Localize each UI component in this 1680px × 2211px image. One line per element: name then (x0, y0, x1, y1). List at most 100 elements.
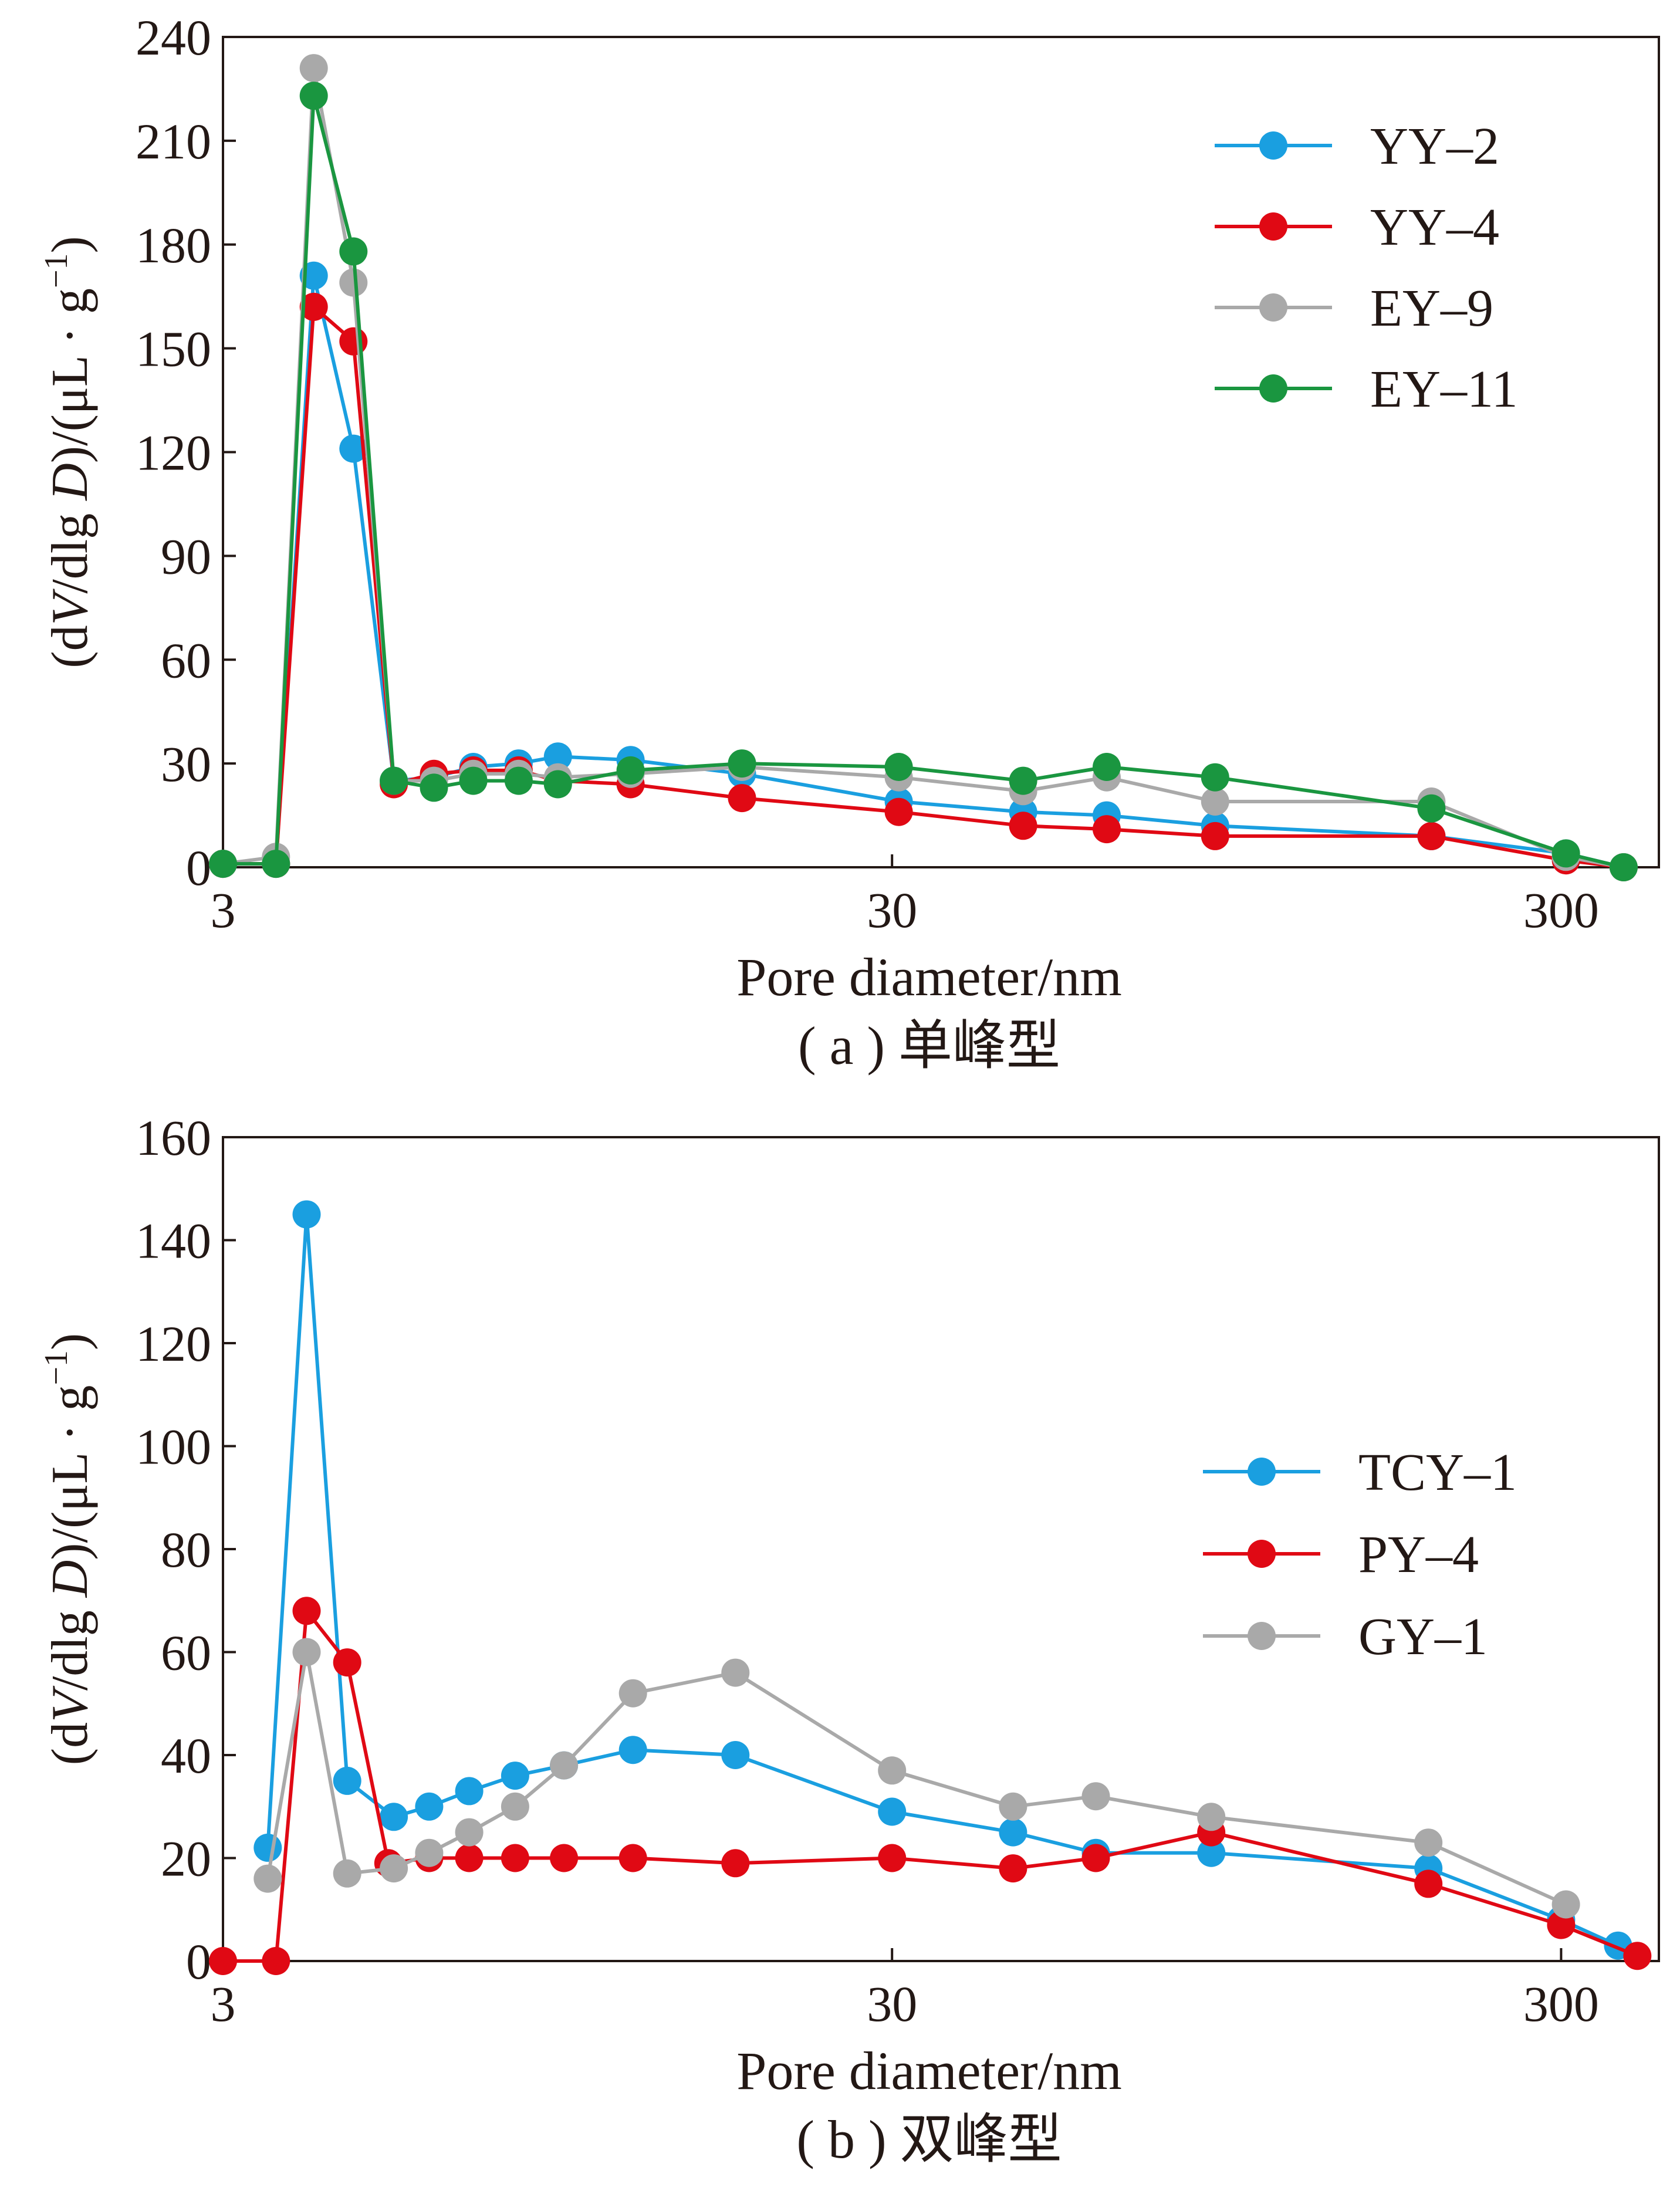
data-point-b-0-3 (380, 1803, 408, 1831)
data-point-a-3-7 (504, 766, 533, 795)
data-point-a-3-1 (262, 850, 290, 878)
data-point-a-3-10 (728, 749, 756, 778)
panel-caption-a: ( a ) 单峰型 (798, 1016, 1060, 1076)
data-point-b-2-13 (1197, 1803, 1226, 1831)
x-axis-label-a: Pore diameter/nm (736, 947, 1122, 1007)
series-line-b-2 (266, 1650, 1567, 1906)
data-point-a-1-3 (339, 327, 368, 356)
data-point-a-3-6 (459, 766, 488, 795)
y-tick-label-b-4: 80 (161, 1522, 211, 1578)
panel-b-chart: 0 20 40 60 80 100 120 140 160 3 30 300 Pore diameter… (38, 1110, 1660, 2169)
data-point-b-0-5 (455, 1777, 484, 1806)
y-tick-label-a-8: 240 (136, 9, 211, 66)
y-tick-label-b-6: 120 (136, 1316, 211, 1372)
data-point-b-0-2 (333, 1766, 361, 1795)
data-point-a-1-12 (1009, 812, 1037, 840)
x-tick-label-a-2: 300 (1523, 882, 1599, 938)
x-tick-label-b-2: 300 (1523, 1976, 1599, 2032)
y-tick-label-a-0: 0 (186, 840, 211, 896)
x-tick-label-b-0: 3 (211, 1976, 236, 2032)
series-line-a-3 (223, 94, 1624, 869)
data-point-a-3-12 (1009, 766, 1037, 795)
data-point-a-0-8 (543, 742, 572, 771)
data-point-a-2-3 (339, 268, 368, 297)
data-point-a-1-10 (728, 784, 756, 813)
legend-entry-b-0: TCY–1 (1203, 1443, 1517, 1502)
data-point-b-1-6 (455, 1844, 484, 1872)
legend-entry-a-3: EY–11 (1215, 360, 1518, 418)
series-line-a-2 (222, 66, 1624, 869)
data-point-b-1-1 (262, 1947, 290, 1975)
y-tick-label-b-2: 40 (161, 1727, 211, 1784)
data-point-b-1-3 (333, 1648, 361, 1677)
y-tick-label-a-1: 30 (161, 736, 211, 792)
data-point-a-3-9 (616, 756, 645, 785)
x-tick-label-b-1: 30 (867, 1976, 917, 2032)
series-b-2 (253, 1638, 1580, 1919)
y-tick-label-a-6: 180 (136, 217, 211, 273)
data-point-a-3-11 (884, 753, 913, 781)
panel-caption-b: ( b ) 双峰型 (796, 2109, 1062, 2169)
data-point-a-1-13 (1093, 815, 1121, 844)
data-point-b-1-2 (292, 1597, 321, 1625)
data-point-b-2-2 (333, 1859, 361, 1888)
data-point-a-1-11 (884, 797, 913, 826)
series-a-3 (209, 82, 1638, 881)
y-tick-label-a-2: 60 (161, 632, 211, 688)
y-tick-label-b-7: 140 (136, 1213, 211, 1269)
data-point-b-2-8 (618, 1679, 647, 1708)
legend-label-b-2: GY–1 (1358, 1608, 1488, 1666)
y-axis-label-b: (dV/dlg D)/(μL · g−1) (38, 1333, 99, 1765)
data-point-a-3-15 (1417, 794, 1446, 823)
y-axis-label-a: (dV/dlg D)/(μL · g−1) (38, 236, 99, 668)
legend-marker-b-2 (1248, 1622, 1276, 1650)
data-point-b-0-8 (618, 1736, 647, 1764)
data-point-a-3-17 (1609, 853, 1638, 881)
data-point-a-3-2 (299, 82, 328, 110)
data-point-b-1-10 (721, 1849, 750, 1878)
data-point-b-0-11 (999, 1818, 1027, 1847)
data-point-a-2-2 (299, 54, 328, 83)
legend-marker-b-0 (1248, 1458, 1276, 1486)
legend-marker-b-1 (1248, 1540, 1276, 1568)
data-point-b-0-9 (721, 1741, 750, 1769)
legend-entry-a-0: YY–2 (1215, 117, 1499, 175)
data-point-a-3-0 (209, 850, 237, 878)
series-a-2 (209, 54, 1638, 881)
data-point-b-2-14 (1414, 1828, 1443, 1857)
legend-entry-a-1: YY–4 (1215, 198, 1499, 256)
data-point-a-3-4 (380, 766, 408, 795)
legend-label-b-1: PY–4 (1358, 1526, 1479, 1584)
legend-marker-a-3 (1259, 374, 1287, 403)
data-point-b-1-11 (878, 1844, 907, 1872)
data-point-b-1-17 (1623, 1942, 1652, 1970)
x-axis-label-b: Pore diameter/nm (736, 2041, 1122, 2101)
data-point-a-3-16 (1551, 839, 1580, 868)
data-point-a-3-13 (1093, 753, 1121, 781)
y-tick-label-a-4: 120 (136, 425, 211, 481)
legend-label-a-1: YY–4 (1370, 198, 1499, 256)
data-point-b-0-13 (1197, 1838, 1226, 1867)
y-tick-label-a-3: 90 (161, 528, 211, 584)
x-tick-label-a-0: 3 (211, 882, 236, 938)
data-point-b-2-9 (721, 1658, 750, 1687)
data-point-b-2-3 (380, 1854, 408, 1883)
legend-label-a-3: EY–11 (1370, 360, 1518, 418)
series-line-a-0 (223, 273, 1624, 869)
legend-label-a-0: YY–2 (1370, 117, 1499, 175)
data-point-b-1-13 (1081, 1844, 1110, 1872)
data-point-b-2-10 (878, 1756, 907, 1785)
data-point-b-2-5 (455, 1818, 484, 1847)
data-point-b-2-0 (253, 1864, 282, 1893)
data-point-b-0-4 (415, 1792, 444, 1821)
legend-entry-a-2: EY–9 (1215, 279, 1493, 337)
data-point-b-1-15 (1414, 1869, 1443, 1898)
legend-label-a-2: EY–9 (1370, 279, 1493, 337)
data-point-b-1-7 (501, 1844, 529, 1872)
data-point-b-2-11 (999, 1792, 1027, 1821)
y-tick-label-b-3: 60 (161, 1625, 211, 1681)
data-point-b-1-9 (618, 1844, 647, 1872)
y-tick-label-b-5: 100 (136, 1419, 211, 1475)
data-point-b-2-4 (415, 1838, 444, 1867)
data-point-a-1-15 (1417, 821, 1446, 850)
